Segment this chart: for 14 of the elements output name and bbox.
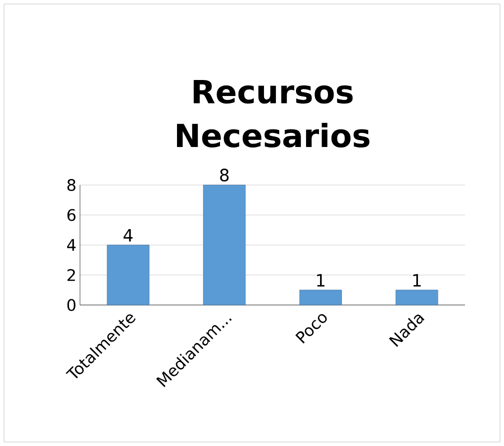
y-tick-label: 6 [67,208,76,222]
data-label: 8 [220,168,229,182]
bar [299,290,342,306]
bar [106,244,150,306]
bar [203,184,246,306]
data-label: 1 [413,274,421,286]
y-tick-label: 2 [68,269,75,281]
data-label: 1 [317,274,324,286]
bar [396,290,438,306]
data-label: 4 [124,229,133,242]
chart-title: Recursos Necesarios [177,80,370,148]
y-tick-label: 4 [67,239,76,251]
y-tick-label: 8 [67,178,76,192]
y-tick-label: 0 [67,298,76,312]
